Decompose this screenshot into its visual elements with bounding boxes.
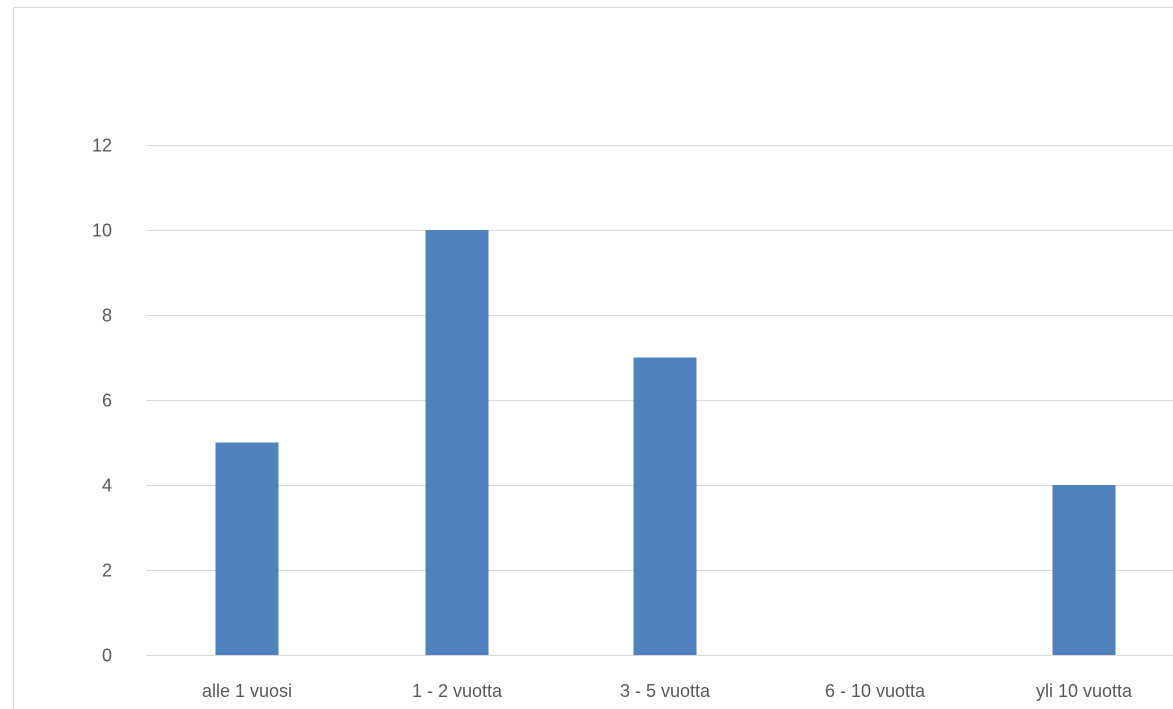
y-tick-label: 4 xyxy=(102,476,112,496)
y-tick-label: 10 xyxy=(92,221,112,241)
bar xyxy=(1052,485,1116,655)
x-axis-tick-labels: alle 1 vuosi 1 - 2 vuotta 3 - 5 vuotta 6 - … xyxy=(202,681,1133,701)
x-tick-label: 6 - 10 vuotta xyxy=(825,681,926,701)
y-tick-label: 6 xyxy=(102,391,112,411)
x-tick-label: 1 - 2 vuotta xyxy=(412,681,503,701)
bar xyxy=(633,357,697,655)
y-tick-label: 2 xyxy=(102,561,112,581)
y-axis-tick-labels: 0 2 4 6 8 10 12 xyxy=(92,136,112,666)
x-tick-label: yli 10 vuotta xyxy=(1036,681,1133,701)
y-tick-label: 0 xyxy=(102,646,112,666)
bar xyxy=(425,230,489,655)
x-tick-label: 3 - 5 vuotta xyxy=(620,681,711,701)
y-tick-label: 8 xyxy=(102,306,112,326)
y-tick-label: 12 xyxy=(92,136,112,156)
bars xyxy=(215,230,1116,655)
x-tick-label: alle 1 vuosi xyxy=(202,681,292,701)
bar xyxy=(215,442,279,655)
chart-area xyxy=(13,7,1173,709)
